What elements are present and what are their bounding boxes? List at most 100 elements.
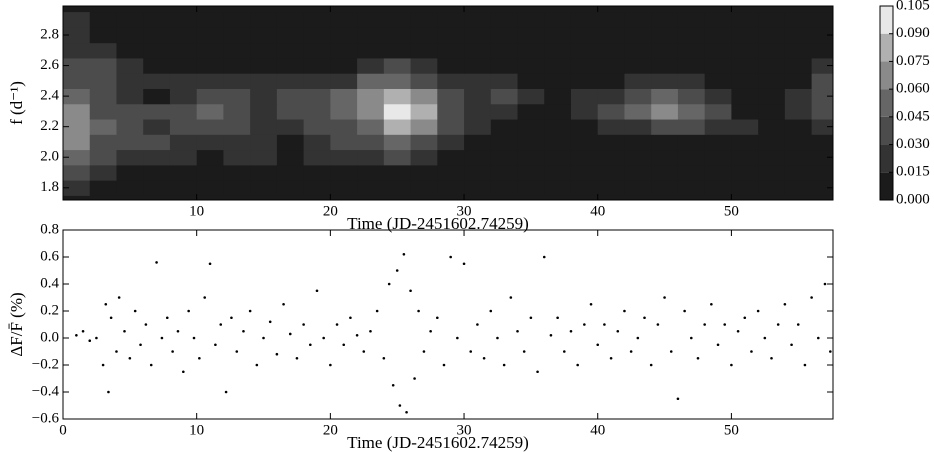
data-point	[616, 329, 620, 333]
contour-cell	[464, 149, 492, 166]
contour-cell	[624, 164, 652, 181]
data-point	[242, 329, 245, 333]
contour-cell	[811, 57, 833, 74]
contour-cell	[303, 103, 331, 120]
contour-cell	[330, 149, 358, 166]
contour-cell	[357, 88, 385, 105]
contour-cell	[437, 57, 465, 74]
data-point	[402, 253, 406, 256]
contour-cell	[517, 119, 545, 135]
contour-cell	[383, 103, 412, 120]
contour-cell	[704, 149, 732, 166]
contour-cell	[544, 42, 572, 59]
data-point	[362, 350, 366, 353]
contour-cell	[651, 12, 679, 28]
contour-cell	[704, 164, 732, 181]
data-point	[623, 309, 626, 313]
data-point	[489, 309, 493, 313]
contour-cell	[758, 134, 786, 151]
data-point	[703, 323, 706, 326]
contour-cell	[143, 134, 171, 151]
contour-cell	[223, 119, 251, 135]
contour-cell	[677, 149, 706, 166]
contour-cell	[464, 88, 492, 105]
contour-cell	[624, 103, 652, 120]
contour-cell	[544, 134, 572, 151]
data-point	[309, 343, 312, 347]
contour-cell	[410, 149, 438, 166]
contour-cell	[196, 27, 224, 44]
y-tick-label: 0.0	[40, 329, 59, 345]
contour-cell	[383, 88, 412, 105]
contour-cell	[437, 73, 465, 89]
contour-cell	[597, 119, 625, 135]
contour-cell	[490, 42, 519, 59]
data-point	[109, 316, 113, 320]
contour-cell	[437, 119, 465, 135]
contour-cell	[437, 42, 465, 59]
data-point	[208, 262, 212, 266]
contour-cell	[624, 119, 652, 135]
contour-cell	[196, 149, 224, 166]
data-point	[81, 329, 85, 333]
data-point	[516, 329, 519, 333]
contour-cell	[276, 73, 305, 89]
contour-cell	[357, 42, 385, 59]
data-point	[462, 262, 466, 266]
contour-cell	[116, 12, 144, 28]
contour-cell	[784, 119, 813, 135]
data-point	[160, 336, 164, 340]
contour-cell	[677, 42, 706, 59]
contour-cell	[784, 57, 813, 74]
contour-cell	[196, 88, 224, 105]
data-point	[429, 329, 432, 333]
data-point	[235, 350, 239, 353]
contour-cell	[303, 73, 331, 89]
contour-cell	[383, 12, 412, 28]
contour-cell	[330, 103, 358, 120]
contour-cell	[89, 103, 117, 120]
y-axis-label: f (d⁻¹)	[7, 81, 26, 125]
data-point	[603, 323, 606, 326]
data-point	[95, 336, 98, 340]
contour-cell	[410, 27, 438, 44]
contour-cell	[196, 73, 224, 89]
contour-cell	[410, 119, 438, 135]
contour-cell	[811, 73, 833, 89]
data-point	[730, 363, 733, 367]
contour-cell	[63, 88, 91, 105]
contour-cell	[677, 12, 706, 28]
data-point	[609, 356, 613, 360]
contour-cell	[651, 57, 679, 74]
contour-cell	[330, 134, 358, 151]
contour-cell	[89, 73, 117, 89]
contour-cell	[250, 73, 278, 89]
colorbar-band	[880, 172, 893, 200]
contour-cell	[464, 103, 492, 120]
contour-cell	[116, 57, 144, 74]
data-point	[219, 323, 223, 326]
data-point	[335, 323, 339, 326]
contour-cell	[276, 180, 305, 196]
contour-cell	[410, 42, 438, 59]
contour-cell	[597, 12, 625, 28]
contour-cell	[624, 73, 652, 89]
data-point	[776, 323, 780, 326]
contour-cell	[250, 119, 278, 135]
contour-cell	[544, 180, 572, 196]
contour-cell	[169, 88, 198, 105]
contour-cell	[143, 103, 171, 120]
contour-cell	[570, 134, 599, 151]
contour-cell	[704, 12, 732, 28]
data-point	[203, 296, 207, 299]
contour-cell	[704, 103, 732, 120]
contour-cell	[517, 180, 545, 196]
data-point	[382, 356, 386, 360]
contour-cell	[223, 164, 251, 181]
y-tick-label: −0.4	[32, 383, 60, 399]
contour-cell	[357, 57, 385, 74]
contour-cell	[383, 180, 412, 196]
contour-cell	[276, 103, 305, 120]
contour-cell	[383, 119, 412, 135]
